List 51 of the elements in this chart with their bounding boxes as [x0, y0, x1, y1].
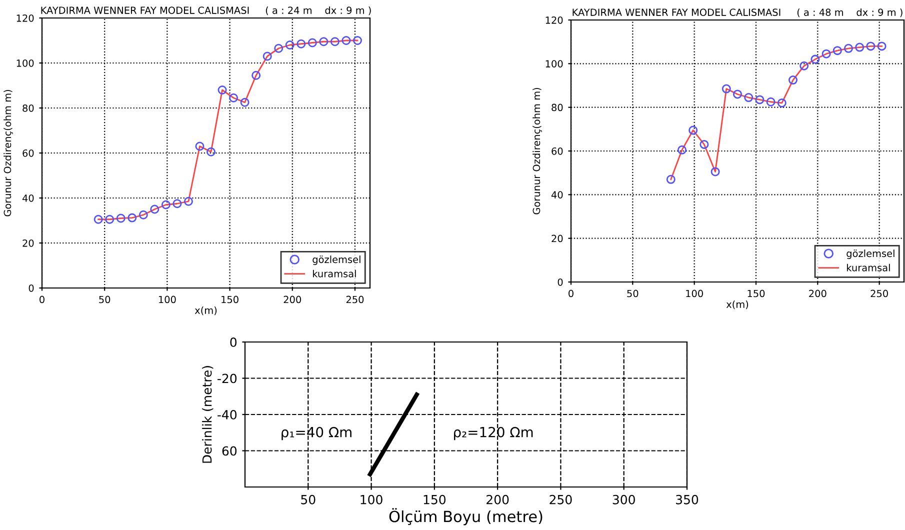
x-tick-label: 150: [222, 296, 238, 304]
y-axis-title: Derinlik (metre): [202, 366, 214, 463]
y-tick-label: 0: [558, 278, 563, 286]
chart-title: KAYDIRMA WENNER FAY MODEL CALISMASI ( a : 48 m dx : 9 m ): [572, 8, 902, 18]
y-tick-label: 40: [551, 191, 563, 198]
x-tick-label: 200: [486, 494, 509, 504]
x-tick-label: 250: [346, 296, 364, 304]
legend-label: kuramsal: [313, 270, 356, 278]
x-tick-label: 150: [748, 290, 765, 298]
y-tick-label: 100: [16, 59, 34, 67]
x-tick-label: 0: [40, 296, 44, 304]
x-tick-label: 200: [809, 290, 826, 298]
y-tick-label: -40: [218, 410, 237, 420]
x-tick-label: 50: [627, 290, 638, 298]
y-tick-label: 100: [546, 60, 563, 68]
x-tick-label: 250: [870, 290, 888, 298]
x-tick-label: 200: [284, 296, 302, 304]
y-tick-label: 0: [28, 284, 34, 292]
x-tick-label: 100: [686, 290, 703, 298]
legend-label: gözlemsel: [846, 250, 894, 259]
y-tick-label: 40: [22, 194, 34, 202]
y-tick-label: 0: [230, 337, 237, 347]
y-tick-label: 60: [22, 149, 34, 157]
y-axis-title: Gorunur Ozdirenç(ohm m): [532, 88, 542, 214]
y-axis-title: Gorunur Ozdirenç(ohm m): [4, 90, 13, 216]
y-tick-label: 80: [22, 104, 34, 112]
y-tick-label: 120: [546, 16, 563, 24]
annotation: ρ₂=120 Ωm: [454, 426, 533, 440]
y-tick-label: 60: [552, 147, 563, 155]
x-axis-title: Ölçüm Boyu (metre): [389, 508, 542, 526]
x-tick-label: 50: [99, 296, 110, 304]
y-tick-label: 80: [552, 104, 563, 112]
x-tick-label: 0: [568, 290, 574, 298]
y-tick-label: -20: [218, 374, 237, 384]
x-tick-label: 100: [360, 494, 382, 504]
legend-label: kuramsal: [847, 264, 890, 272]
x-tick-label: 350: [676, 494, 698, 504]
y-tick-label: 60: [222, 446, 237, 456]
x-tick-label: 300: [612, 494, 635, 504]
y-tick-label: 20: [552, 234, 563, 242]
x-tick-label: 250: [550, 494, 572, 504]
y-tick-label: 120: [16, 14, 34, 22]
y-tick-label: 20: [22, 239, 34, 247]
annotation: ρ₁=40 Ωm: [282, 426, 352, 440]
legend-label: gözlemsel: [312, 256, 360, 265]
x-tick-label: 100: [158, 296, 176, 304]
x-axis-title: x(m): [726, 300, 748, 310]
chart-title: KAYDIRMA WENNER FAY MODEL CALISMASI ( a : 24 m dx : 9 m ): [41, 6, 371, 16]
x-axis-title: x(m): [194, 306, 217, 316]
x-tick-label: 150: [424, 494, 446, 504]
x-tick-label: 50: [301, 494, 316, 504]
